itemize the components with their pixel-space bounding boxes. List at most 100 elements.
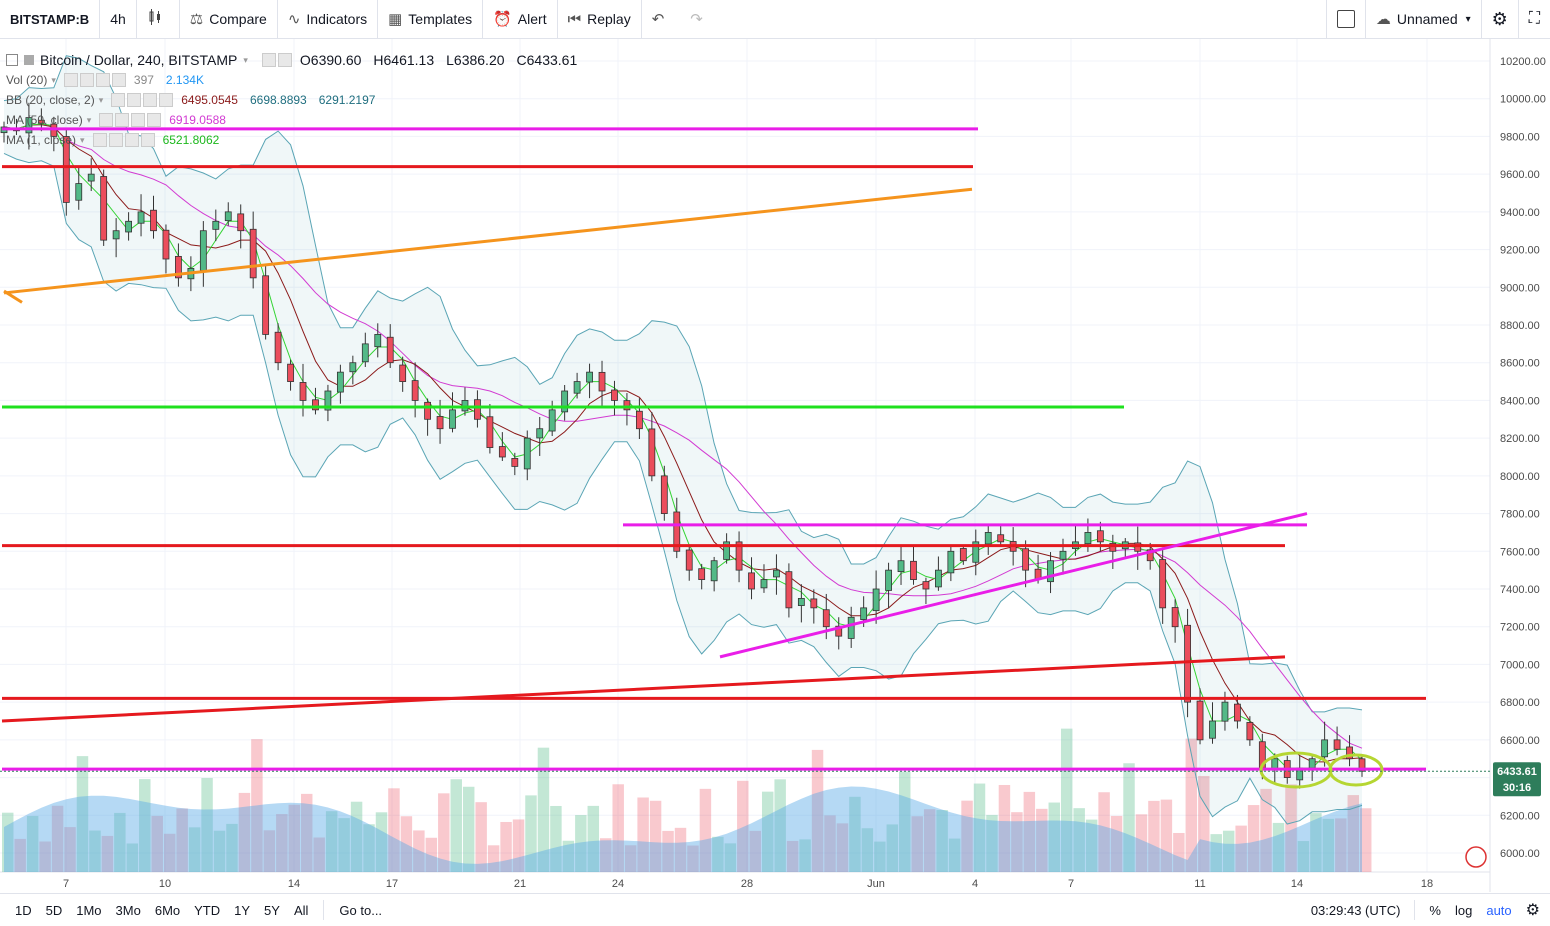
indicators-button[interactable]: ∿ Indicators [278,0,379,38]
settings-small-icon[interactable] [63,73,78,87]
chevron-down-icon[interactable]: ▾ [80,135,85,145]
volume-bar [475,802,487,872]
plus-icon[interactable] [95,73,110,87]
top-toolbar: BITSTAMP:B 4h ⚖ Compare ∿ Indicators ▦ Temp… [0,0,1550,39]
chevron-down-icon[interactable]: ▾ [51,75,56,85]
candle-body [1333,739,1341,750]
volume-bar [450,779,462,872]
expand-button[interactable]: ⛶ [1517,0,1550,38]
settings-small-icon[interactable] [99,113,114,127]
volume-bar [1173,832,1185,872]
range-1d[interactable]: 1D [15,902,32,918]
candle-body [349,362,357,373]
time-tick-label: Jun [867,878,885,890]
range-5d[interactable]: 5D [45,902,63,918]
time-tick-label: 7 [1068,878,1074,890]
compare-button[interactable]: ⚖ Compare [180,0,278,38]
eye-icon[interactable] [115,113,130,127]
replay-button[interactable]: ⏮ Replay [558,0,642,38]
utc-clock[interactable]: 03:29:43 (UTC) [1310,902,1401,918]
range-1mo[interactable]: 1Mo [76,902,102,918]
candle-body [150,209,157,232]
candle-body [100,176,108,241]
symbol-label: BITSTAMP:B [10,11,90,27]
volume-bar [824,815,836,872]
volume-bar [89,830,101,872]
range-6mo[interactable]: 6Mo [154,902,181,918]
settings-button[interactable]: ⚙ [1480,0,1518,38]
close-icon[interactable] [111,73,126,87]
settings-small-icon[interactable] [111,93,126,107]
settings-small-icon[interactable] [261,53,276,67]
symbol-search[interactable]: BITSTAMP:B [0,0,101,38]
chart-area[interactable]: 10200.00 10000.00 9800.00 9600.00 9400.00 920… [0,39,1550,892]
candle-body [1321,739,1329,758]
plus-icon[interactable] [143,93,158,107]
auto-toggle[interactable]: auto [1486,902,1512,918]
range-all[interactable]: All [293,902,309,918]
undo-icon: ↶ [651,11,665,28]
eye-icon[interactable] [108,133,123,147]
interval-button[interactable]: 4h [100,0,137,38]
candle-body [660,475,668,514]
volume-bar [51,805,64,872]
candle-body [37,119,45,124]
chevron-down-icon[interactable]: ▾ [243,55,248,65]
plus-icon[interactable] [131,113,146,127]
chevron-down-icon[interactable]: ▾ [98,95,104,105]
eye-icon[interactable] [127,93,142,107]
chart-type-button[interactable] [137,0,180,38]
candle-body [984,532,992,545]
goto-button[interactable]: Go to... [339,902,383,918]
close-icon[interactable] [159,93,174,107]
volume-bar [139,779,151,872]
symbol-flag-icon [24,55,34,65]
price-chart[interactable]: 10200.00 10000.00 9800.00 9600.00 9400.00 920… [0,39,1550,892]
candle-body [125,220,132,233]
range-3mo[interactable]: 3Mo [115,902,141,918]
volume-bar [948,838,961,872]
volume-bar [1297,841,1310,872]
price-tick-label: 9200.00 [1500,245,1540,257]
settings-small-icon[interactable] [92,133,107,147]
volume-bar [512,819,525,872]
bollinger-upper [3,55,1363,713]
candle-body [698,568,706,580]
candles-icon [147,9,163,29]
range-ytd[interactable]: YTD [194,902,221,918]
eye-icon[interactable] [277,53,292,67]
volume-bar [649,800,662,872]
collapse-icon[interactable] [6,54,18,66]
volume-bar [799,839,811,872]
layout-selector[interactable]: ☁ Unnamed ▾ [1364,0,1481,38]
templates-button[interactable]: ▦ Templates [378,0,484,38]
range-5y[interactable]: 5Y [264,902,280,918]
percent-toggle[interactable]: % [1429,902,1441,918]
log-toggle[interactable]: log [1454,902,1473,918]
volume-bar [325,811,338,872]
close-icon[interactable] [147,113,162,127]
toolbar-right: ☁ Unnamed ▾ ⚙ ⛶ [1325,0,1550,38]
volume-bar [226,823,238,872]
time-tick-label: 14 [1291,878,1303,890]
volume-bar [761,791,774,872]
plus-icon[interactable] [124,133,139,147]
redo-button[interactable]: ↷ [680,0,719,38]
range-1y[interactable]: 1Y [234,902,251,918]
alert-button[interactable]: ⏰ Alert [483,0,558,38]
price-tick-label: 6600.00 [1500,735,1540,747]
chevron-down-icon[interactable]: ▾ [86,115,92,125]
volume-bar [1148,800,1160,872]
compare-icon: ⚖ [189,11,204,28]
volume-ma-area [4,786,1362,872]
gear-icon[interactable]: ⚙ [1525,902,1540,919]
close-icon[interactable] [140,133,155,147]
templates-icon: ▦ [388,11,403,28]
candle-body [972,541,980,563]
undo-button[interactable]: ↶ [642,0,681,38]
eye-icon[interactable] [79,73,94,87]
candle-body [386,336,394,364]
candle-body [723,541,731,560]
legend-ma50-row: MA (50, close) ▾ 6919.0588 [6,110,589,130]
fullscreen-toggle[interactable] [1325,0,1365,38]
